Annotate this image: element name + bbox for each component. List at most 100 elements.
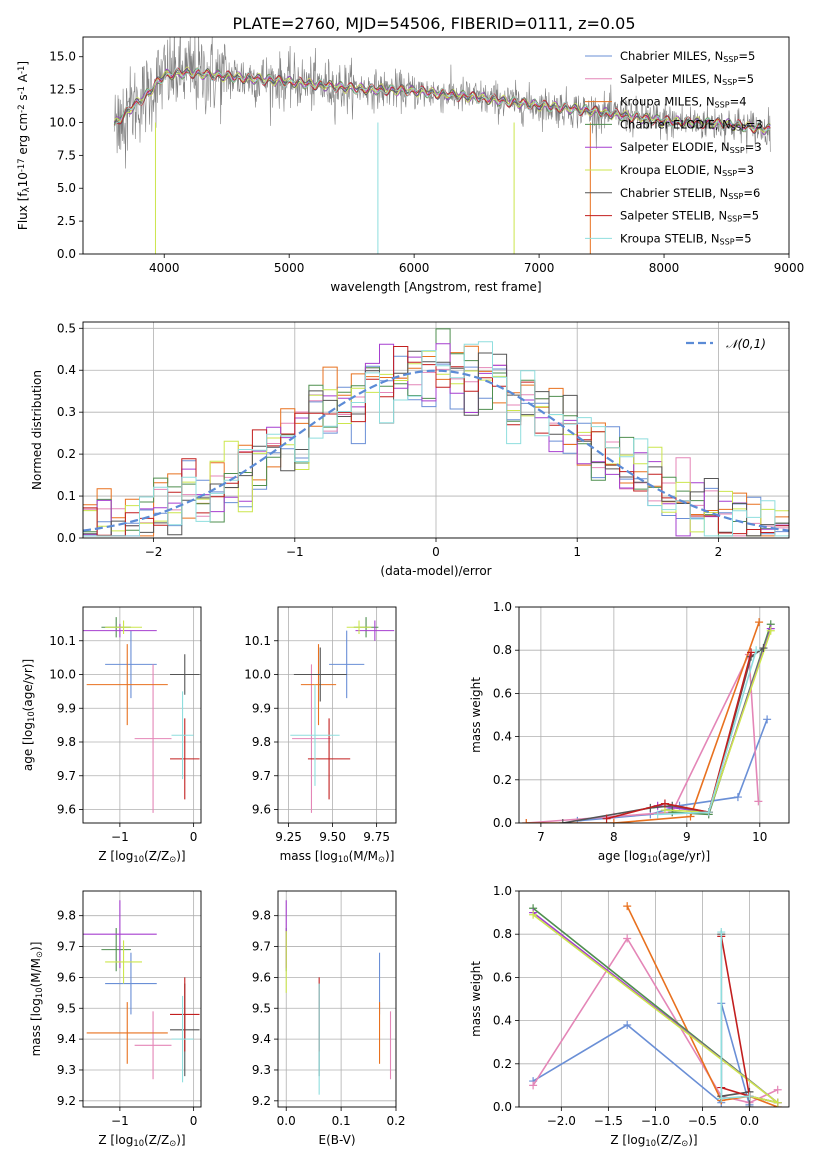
y-tick-label: 0.2 <box>493 1057 512 1071</box>
weight-marker <box>754 797 763 806</box>
x-tick-label: 0 <box>190 1114 198 1128</box>
plot-area-mass_vs_Z <box>83 891 201 1107</box>
plot-area-spectrum <box>113 37 771 254</box>
plot-area-mass_weight_vs_age <box>519 607 789 823</box>
y-tick-label: 9.7 <box>252 940 271 954</box>
legend-entry: Chabrier STELIB, NSSP=6 <box>620 186 760 201</box>
axes-frame <box>518 890 790 1108</box>
y-tick-label: 0.1 <box>57 489 76 503</box>
x-tick-label: −1.5 <box>594 1114 623 1128</box>
weight-marker <box>653 810 662 819</box>
plot-area-mass_vs_ebv <box>278 891 396 1107</box>
axes-frame <box>277 890 397 1108</box>
plot-area-age_vs_Z <box>83 607 201 823</box>
x-axis-label: Z [log10(Z/Z⊙)] <box>98 849 185 864</box>
legend-entry: Kroupa ELODIE, NSSP=3 <box>620 163 754 178</box>
y-tick-label: 9.4 <box>57 1032 76 1046</box>
x-tick-label: 10 <box>752 830 767 844</box>
legend-entry: Salpeter ELODIE, NSSP=3 <box>620 140 762 155</box>
y-tick-label: 10.0 <box>49 115 76 129</box>
weight-marker <box>773 1085 782 1094</box>
y-tick-label: 9.3 <box>57 1063 76 1077</box>
y-axis-label: Normed distribution <box>30 370 44 490</box>
axes-frame <box>277 606 397 824</box>
x-tick-label: 0.0 <box>740 1114 759 1128</box>
y-tick-label: 0.0 <box>493 1100 512 1114</box>
y-tick-label: 0.2 <box>493 773 512 787</box>
legend: Chabrier MILES, NSSP=5 Salpeter MILES, NS… <box>585 49 763 246</box>
x-tick-label: 9000 <box>774 261 805 275</box>
plot-area-mass_weight_vs_Z <box>519 891 789 1107</box>
y-tick-label: 0.5 <box>57 321 76 335</box>
y-tick-label: 0.4 <box>493 730 512 744</box>
y-axis-label: age [log10(age/yr)] <box>21 659 36 771</box>
weight-line <box>526 651 760 823</box>
y-tick-label: 9.4 <box>252 1032 271 1046</box>
y-tick-label: 9.9 <box>252 701 271 715</box>
y-axis-label: mass [log10(M/M⊙)] <box>29 942 44 1057</box>
y-tick-label: 15.0 <box>49 50 76 64</box>
weight-marker <box>609 819 618 823</box>
y-axis-label: mass weight <box>469 677 483 753</box>
y-tick-label: 0.6 <box>493 686 512 700</box>
axes-frame <box>82 606 202 824</box>
weight-marker <box>623 902 632 911</box>
panel-mass_weight_vs_age: 7 8 9 10 0.0 0.2 0.4 0.6 0.8 1.0 age [log10(age/yr… <box>469 600 790 864</box>
figure-title: PLATE=2760, MJD=54506, FIBERID=0111, z=0… <box>232 14 635 33</box>
spectrum-model-line <box>113 67 771 132</box>
panel-spectrum: 4000 5000 6000 7000 8000 9000 0.0 2.5 5.0 7.5 10.0… <box>16 36 805 294</box>
x-axis-label: wavelength [Angstrom, rest frame] <box>330 280 541 294</box>
x-tick-label: 0 <box>190 830 198 844</box>
legend-entry: Chabrier ELODIE, NSSP=3 <box>620 117 763 132</box>
x-tick-label: 2 <box>715 545 723 559</box>
legend-entry: Kroupa MILES, NSSP=4 <box>620 95 747 110</box>
weight-marker <box>717 928 726 937</box>
y-tick-label: 9.8 <box>57 909 76 923</box>
y-tick-label: 1.0 <box>493 884 512 898</box>
weight-marker <box>522 819 531 823</box>
y-tick-label: 0.8 <box>493 643 512 657</box>
legend-entry: Salpeter STELIB, NSSP=5 <box>620 209 759 224</box>
y-tick-label: 12.5 <box>49 83 76 97</box>
y-tick-label: 9.9 <box>57 701 76 715</box>
legend-entry: 𝒩(0,1) <box>726 337 766 351</box>
x-tick-label: 4000 <box>149 261 180 275</box>
y-tick-label: 9.3 <box>252 1063 271 1077</box>
y-tick-label: 0.0 <box>57 247 76 261</box>
spectrum-model-line <box>113 68 771 135</box>
x-tick-label: 9 <box>683 830 691 844</box>
panel-mass_vs_ebv: 0.0 0.1 0.2 9.2 9.3 9.4 9.5 9.6 9.7 9.8 E(B-V) <box>252 890 406 1147</box>
y-tick-label: 9.8 <box>57 735 76 749</box>
x-tick-label: 0.2 <box>386 1114 405 1128</box>
y-tick-label: 9.5 <box>57 1001 76 1015</box>
weight-marker <box>660 799 669 808</box>
x-tick-label: 8000 <box>649 261 680 275</box>
y-tick-label: 9.7 <box>57 940 76 954</box>
histogram-step <box>83 341 789 537</box>
weight-marker <box>763 715 772 724</box>
weight-marker <box>752 646 761 655</box>
y-tick-label: 0.4 <box>57 363 76 377</box>
y-tick-label: 0.0 <box>493 816 512 830</box>
weight-marker <box>623 934 632 943</box>
panel-age_vs_Z: −1 0 9.6 9.7 9.8 9.9 10.0 10.1 Z [log10(Z/Z⊙)] ag… <box>21 606 202 864</box>
weight-line <box>606 652 752 820</box>
weight-line <box>626 905 778 1107</box>
x-tick-label: −1 <box>111 830 129 844</box>
x-tick-label: 9.50 <box>319 830 346 844</box>
legend-entry: Kroupa STELIB, NSSP=5 <box>620 231 752 246</box>
y-tick-label: 0.0 <box>57 531 76 545</box>
axes-frame <box>82 890 202 1108</box>
panel-mass_weight_vs_Z: −2.0 −1.5 −1.0 −0.5 0.0 0.0 0.2 0.4 0.6 0.8 1.0 Z [… <box>469 884 790 1148</box>
plot-area-residuals <box>83 322 789 538</box>
weight-marker <box>755 618 764 627</box>
y-tick-label: 9.7 <box>57 769 76 783</box>
y-tick-label: 2.5 <box>57 214 76 228</box>
y-tick-label: 5.0 <box>57 181 76 195</box>
x-tick-label: 1 <box>573 545 581 559</box>
x-axis-label: Z [log10(Z/Z⊙)] <box>98 1133 185 1148</box>
weight-marker <box>747 648 756 657</box>
y-axis-label: mass weight <box>469 961 483 1037</box>
x-tick-label: −1.0 <box>641 1114 670 1128</box>
